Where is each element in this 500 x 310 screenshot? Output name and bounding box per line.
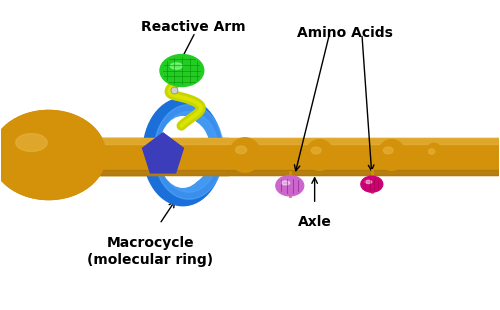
Ellipse shape	[306, 140, 334, 170]
Ellipse shape	[366, 180, 372, 184]
Text: Axle: Axle	[298, 215, 332, 229]
Polygon shape	[142, 133, 184, 173]
Ellipse shape	[170, 63, 182, 69]
Ellipse shape	[229, 138, 261, 172]
Ellipse shape	[160, 55, 204, 86]
Ellipse shape	[154, 104, 224, 199]
Ellipse shape	[159, 112, 218, 192]
Ellipse shape	[129, 139, 157, 171]
Ellipse shape	[312, 147, 321, 154]
Ellipse shape	[16, 134, 47, 152]
Ellipse shape	[384, 147, 393, 154]
Ellipse shape	[159, 117, 206, 187]
Ellipse shape	[425, 143, 443, 167]
Ellipse shape	[361, 176, 383, 192]
Ellipse shape	[134, 147, 144, 154]
Ellipse shape	[236, 146, 246, 154]
Ellipse shape	[0, 110, 106, 200]
Ellipse shape	[0, 110, 106, 200]
Text: Amino Acids: Amino Acids	[296, 26, 392, 40]
Ellipse shape	[16, 134, 47, 152]
Text: Macrocycle
(molecular ring): Macrocycle (molecular ring)	[88, 237, 214, 267]
Ellipse shape	[282, 181, 290, 185]
Ellipse shape	[168, 121, 210, 183]
Polygon shape	[142, 133, 184, 173]
Ellipse shape	[171, 126, 206, 179]
Ellipse shape	[143, 98, 222, 206]
Ellipse shape	[378, 140, 406, 170]
Ellipse shape	[276, 175, 303, 196]
Text: Reactive Arm: Reactive Arm	[140, 20, 245, 34]
Ellipse shape	[428, 149, 435, 154]
